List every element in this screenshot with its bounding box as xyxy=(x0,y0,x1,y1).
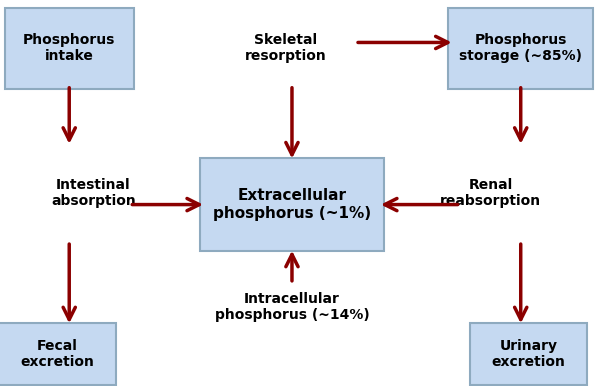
Text: Fecal
excretion: Fecal excretion xyxy=(20,339,94,369)
FancyBboxPatch shape xyxy=(5,8,134,89)
FancyBboxPatch shape xyxy=(448,8,593,89)
Text: Intracellular
phosphorus (~14%): Intracellular phosphorus (~14%) xyxy=(214,292,370,322)
FancyBboxPatch shape xyxy=(0,323,116,385)
Text: Renal
reabsorption: Renal reabsorption xyxy=(440,178,541,208)
FancyBboxPatch shape xyxy=(200,158,384,251)
Text: Extracellular
phosphorus (~1%): Extracellular phosphorus (~1%) xyxy=(213,188,371,221)
Text: Intestinal
absorption: Intestinal absorption xyxy=(51,178,135,208)
Text: Urinary
excretion: Urinary excretion xyxy=(492,339,565,369)
Text: Phosphorus
intake: Phosphorus intake xyxy=(23,33,116,63)
FancyBboxPatch shape xyxy=(470,323,588,385)
Text: Phosphorus
storage (~85%): Phosphorus storage (~85%) xyxy=(459,33,582,63)
Text: Skeletal
resorption: Skeletal resorption xyxy=(245,33,327,63)
